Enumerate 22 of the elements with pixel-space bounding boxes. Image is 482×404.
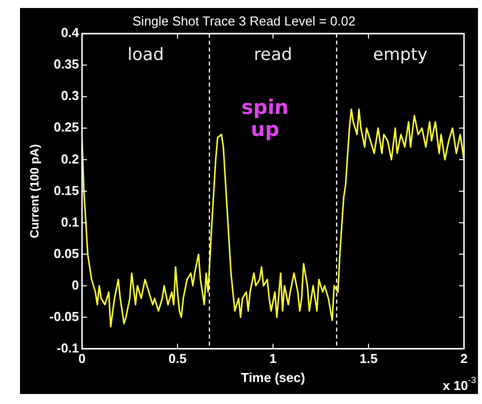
y-tick-label: 0.05 [54,246,80,261]
y-tick-label: -0.05 [49,308,80,324]
y-tick-label: 0.25 [54,120,80,135]
annotation: empty [373,45,428,66]
x-axis-title: Time (sec) [240,370,306,385]
annotation: spin up [241,94,289,141]
x-tick-label: 1 [269,351,277,366]
annotation: read [254,45,292,66]
y-tick-label: 0.1 [60,214,80,230]
y-tick-label: -0.1 [56,340,80,356]
y-tick-label: 0.4 [60,25,80,40]
x-tick-label: 2 [460,351,468,366]
annotation: load [128,45,164,66]
y-axis-title: Current (100 pA) [28,144,42,238]
y-tick-label: 0.3 [60,88,80,104]
y-tick-label: 0.15 [54,182,80,198]
y-tick-label: 0.35 [54,56,80,72]
chart-title: Single Shot Trace 3 Read Level = 0.02 [132,13,356,28]
x-tick-label: 0.5 [168,351,187,366]
y-tick-label: 0.2 [60,151,80,166]
x-tick-label: 1.5 [359,351,378,366]
y-tick-label: 0 [72,277,80,292]
